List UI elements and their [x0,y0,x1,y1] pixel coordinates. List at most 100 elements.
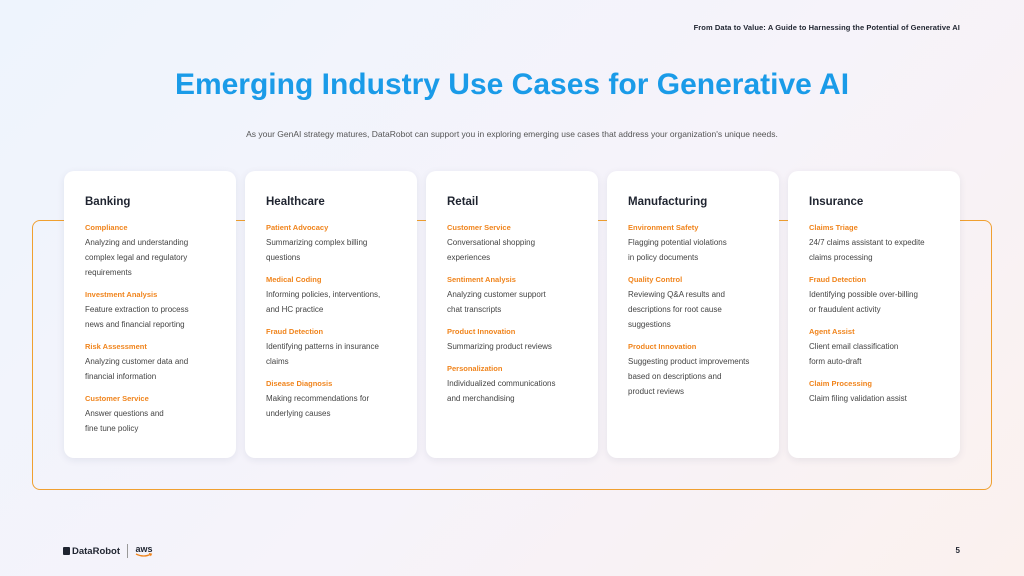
use-case-heading: Fraud Detection [809,275,867,284]
datarobot-logo-icon [63,547,70,555]
description-line: and merchandising [447,394,515,403]
description-line: Analyzing customer data and [85,357,189,366]
use-case-description: Identifying patterns in insurance claims [266,339,399,369]
use-case-description: Analyzing customer data and financial inf… [85,354,218,384]
use-case-description: Flagging potential violations in policy d… [628,235,761,265]
use-case-heading: Product Innovation [628,342,697,351]
use-case-item: Investment Analysis Feature extraction to… [85,290,218,332]
description-line: Flagging potential violations [628,238,727,247]
brand-name: DataRobot [72,545,121,557]
description-line: Reviewing Q&A results and [628,290,725,299]
card-healthcare: Healthcare Patient Advocacy Summarizing co… [245,171,417,458]
use-case-item: Quality Control Reviewing Q&A results and… [628,275,761,332]
page-number: 5 [955,546,960,555]
description-line: suggestions [628,320,671,329]
description-line: Summarizing product reviews [447,342,552,351]
description-line: financial information [85,372,157,381]
use-case-item: Patient Advocacy Summarizing complex bill… [266,223,399,265]
use-case-item: Compliance Analyzing and understanding com… [85,223,218,280]
use-case-description: Informing policies, interventions, and HC… [266,287,399,317]
description-line: Analyzing and understanding [85,238,189,247]
card-retail: Retail Customer Service Conversational sho… [426,171,598,458]
description-line: product reviews [628,387,685,396]
use-case-item: Agent Assist Client email classification f… [809,327,942,369]
use-case-description: Summarizing complex billing questions [266,235,399,265]
description-line: Conversational shopping [447,238,536,247]
footer-logos: DataRobot aws [63,544,153,558]
use-case-item: Risk Assessment Analyzing customer data a… [85,342,218,384]
card-title: Insurance [809,196,864,208]
use-case-description: Individualized communications and merchan… [447,376,580,406]
use-case-item: Product Innovation Suggesting product imp… [628,342,761,399]
use-case-description: Conversational shopping experiences [447,235,580,265]
use-case-description: 24/7 claims assistant to expedite claims … [809,235,942,265]
use-case-heading: Patient Advocacy [266,223,329,232]
use-case-item: Sentiment Analysis Analyzing customer sup… [447,275,580,317]
use-case-heading: Personalization [447,364,503,373]
use-case-description: Identifying possible over-billing or frau… [809,287,942,317]
description-line: 24/7 claims assistant to expedite [809,238,925,247]
use-case-item: Disease Diagnosis Making recommendations … [266,379,399,421]
use-case-item: Product Innovation Summarizing product re… [447,327,580,354]
card-title: Banking [85,196,131,208]
description-line: underlying causes [266,409,331,418]
use-case-heading: Claims Triage [809,223,858,232]
description-line: Identifying possible over-billing [809,290,918,299]
description-line: based on descriptions and [628,372,722,381]
description-line: Informing policies, interventions, [266,290,381,299]
card-manufacturing: Manufacturing Environment Safety Flagging … [607,171,779,458]
card-title: Manufacturing [628,196,708,208]
use-case-heading: Compliance [85,223,128,232]
use-case-description: Making recommendations for underlying cau… [266,391,399,421]
description-line: or fraudulent activity [809,305,881,314]
card-banking: Banking Compliance Analyzing and understan… [64,171,236,458]
use-case-item: Personalization Individualized communicat… [447,364,580,406]
document-title: From Data to Value: A Guide to Harnessin… [693,23,960,32]
description-line: Feature extraction to process [85,305,189,314]
use-case-description: Reviewing Q&A results and descriptions fo… [628,287,761,332]
description-line: Summarizing complex billing [266,238,368,247]
description-line: Claim filing validation assist [809,394,907,403]
use-case-description: Claim filing validation assist [809,391,942,406]
description-line: descriptions for root cause [628,305,722,314]
use-case-description: Feature extraction to process news and fi… [85,302,218,332]
use-case-item: Claims Triage 24/7 claims assistant to ex… [809,223,942,265]
card-insurance: Insurance Claims Triage 24/7 claims assist… [788,171,960,458]
description-line: questions [266,253,301,262]
description-line: news and financial reporting [85,320,185,329]
use-case-heading: Claim Processing [809,379,872,388]
description-line: and HC practice [266,305,324,314]
use-case-heading: Product Innovation [447,327,516,336]
use-case-heading: Environment Safety [628,223,699,232]
description-line: complex legal and regulatory [85,253,188,262]
description-line: Identifying patterns in insurance [266,342,379,351]
use-case-description: Suggesting product improvements based on … [628,354,761,399]
description-line: Making recommendations for [266,394,370,403]
description-line: Analyzing customer support [447,290,546,299]
use-case-heading: Agent Assist [809,327,855,336]
description-line: Answer questions and [85,409,164,418]
page-title: Emerging Industry Use Cases for Generati… [174,68,850,101]
description-line: requirements [85,268,132,277]
logo-divider [127,544,129,558]
description-line: in policy documents [628,253,699,262]
use-case-heading: Quality Control [628,275,683,284]
use-case-description: Answer questions and fine tune policy [85,406,218,436]
description-line: claims processing [809,253,873,262]
use-case-heading: Medical Coding [266,275,322,284]
card-title: Retail [447,196,479,208]
description-line: Suggesting product improvements [628,357,750,366]
use-case-heading: Disease Diagnosis [266,379,333,388]
description-line: experiences [447,253,491,262]
use-case-heading: Sentiment Analysis [447,275,516,284]
description-line: claims [266,357,289,366]
use-case-heading: Investment Analysis [85,290,158,299]
use-case-heading: Customer Service [85,394,149,403]
use-case-item: Environment Safety Flagging potential vio… [628,223,761,265]
aws-smile-icon [135,552,153,557]
description-line: fine tune policy [85,424,139,433]
description-line: form auto-draft [809,357,862,366]
use-case-item: Medical Coding Informing policies, interv… [266,275,399,317]
use-case-heading: Risk Assessment [85,342,147,351]
description-line: chat transcripts [447,305,502,314]
